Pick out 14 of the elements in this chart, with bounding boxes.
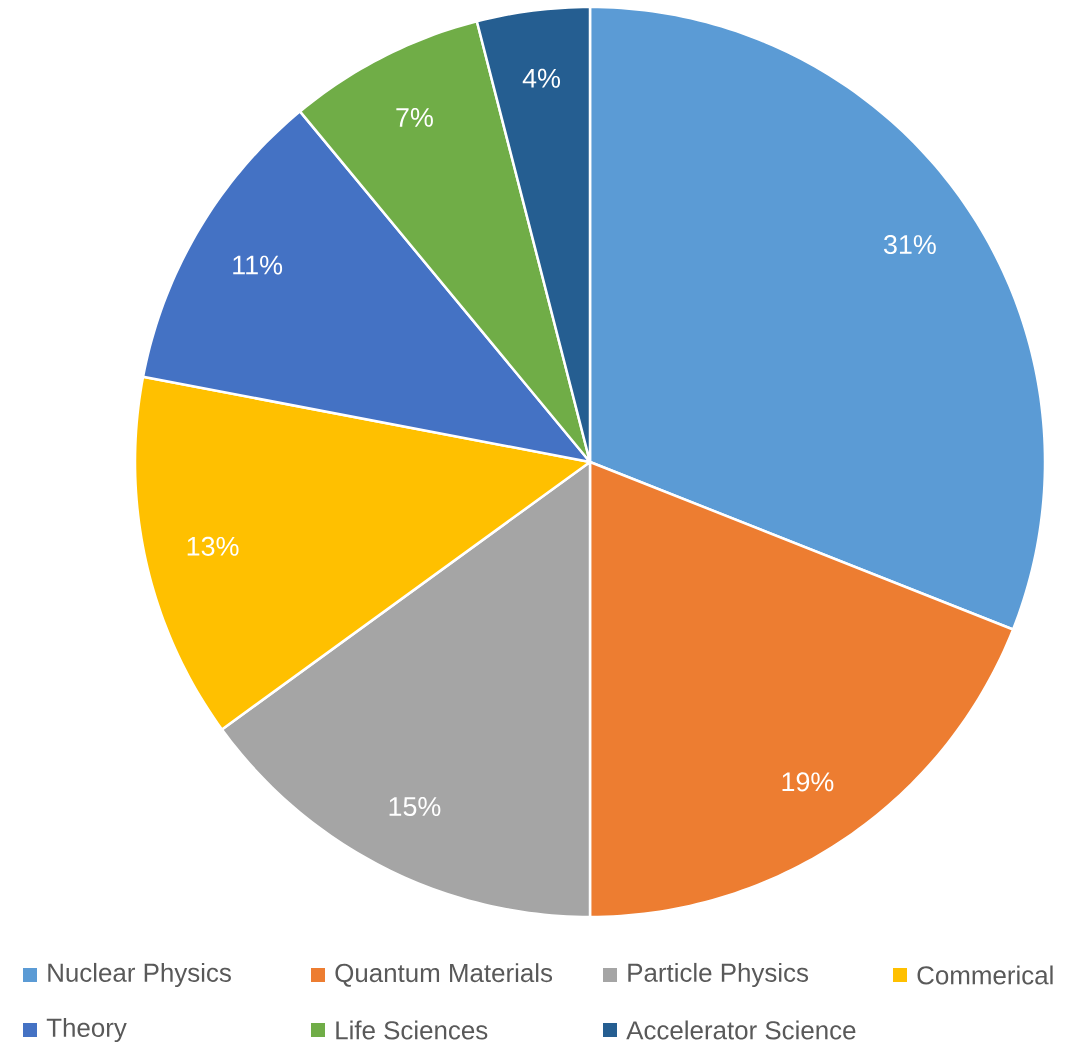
data-label: 11% xyxy=(233,255,283,275)
legend-label: Nuclear Physics xyxy=(48,962,231,988)
data-label: 4% xyxy=(522,68,561,88)
legend-label: Life Sciences xyxy=(336,1020,488,1040)
data-label: 13% xyxy=(187,536,239,556)
data-label: 15% xyxy=(389,797,441,817)
legend-label: Particle Physics xyxy=(628,962,809,988)
legend-label: Accelerator Science xyxy=(626,1020,856,1040)
data-label: 19% xyxy=(782,772,834,792)
data-label: 7% xyxy=(396,107,433,127)
legend-label: Theory xyxy=(46,1017,127,1043)
legend-label: Quantum Materials xyxy=(335,963,553,987)
legend-label: Commerical xyxy=(917,965,1053,985)
data-label: 31% xyxy=(883,235,936,255)
